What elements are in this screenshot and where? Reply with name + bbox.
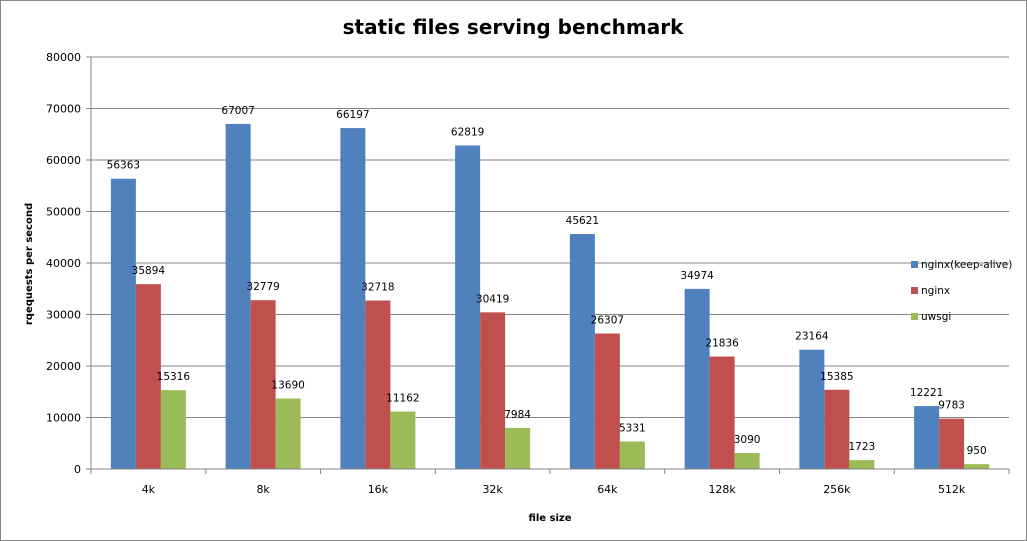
x-tick-label: 128k: [708, 483, 736, 496]
axes: 0 10000 20000 30000 40000 50000 60000 70000 8000…: [46, 51, 1010, 496]
x-tick-label: 64k: [597, 483, 618, 496]
bar-uwsgi: [619, 441, 645, 469]
y-tick-label: 80000: [46, 51, 81, 64]
bar-uwsgi: [849, 460, 875, 469]
data-label: 32779: [246, 281, 279, 293]
x-tick-label: 16k: [368, 483, 389, 496]
data-label: 32718: [361, 282, 394, 294]
data-label: 62819: [451, 126, 484, 138]
data-label: 7984: [504, 409, 531, 421]
x-tick-label: 4k: [142, 483, 156, 496]
data-label: 12221: [910, 387, 943, 399]
legend-label: nginx: [921, 285, 950, 297]
data-label: 26307: [591, 315, 624, 327]
legend-swatch: [911, 313, 918, 320]
y-tick-label: 40000: [46, 257, 81, 270]
data-label: 950: [967, 445, 987, 457]
y-tick-label: 30000: [46, 309, 81, 322]
bar-nginx: [939, 418, 965, 469]
bar-uwsgi: [505, 427, 531, 469]
data-label: 35894: [132, 265, 166, 277]
y-tick-label: 10000: [46, 412, 81, 425]
bar-nginx: [594, 333, 620, 469]
data-labels: 56363 35894 15316 67007 32779 13690 66197 32718…: [107, 105, 987, 457]
bar-uwsgi: [160, 390, 186, 469]
bar-nginx: [250, 300, 276, 469]
bar-nginx-keep-alive-: [914, 406, 940, 469]
chart-title: static files serving benchmark: [343, 15, 684, 39]
bar-uwsgi: [964, 464, 990, 469]
bar-nginx: [709, 356, 735, 469]
bar-uwsgi: [390, 411, 416, 469]
legend-swatch: [911, 287, 918, 294]
bars: [110, 123, 990, 470]
bar-nginx-keep-alive-: [569, 234, 595, 469]
x-tick-label: 512k: [938, 483, 966, 496]
bar-uwsgi: [734, 453, 760, 469]
data-label: 21836: [705, 338, 739, 350]
data-label: 15385: [820, 371, 853, 383]
x-tick-label: 32k: [482, 483, 503, 496]
bar-nginx-keep-alive-: [799, 349, 825, 469]
bar-nginx-keep-alive-: [110, 178, 136, 470]
bar-nginx-keep-alive-: [684, 288, 710, 469]
data-label: 67007: [221, 105, 254, 117]
data-label: 1723: [849, 441, 876, 453]
bar-nginx: [824, 389, 850, 469]
data-label: 15316: [157, 371, 191, 383]
y-axis-label: rqequests per second: [24, 203, 35, 325]
bar-nginx-keep-alive-: [225, 123, 251, 470]
data-label: 11162: [386, 393, 419, 405]
bar-uwsgi: [275, 398, 301, 469]
bar-nginx: [135, 284, 161, 469]
data-label: 56363: [107, 160, 140, 172]
legend-swatch: [911, 261, 918, 268]
data-label: 3090: [734, 434, 761, 446]
y-tick-label: 50000: [46, 206, 81, 219]
x-tick-label: 256k: [823, 483, 851, 496]
y-tick-label: 20000: [46, 360, 81, 373]
bar-nginx: [480, 312, 506, 469]
bar-nginx-keep-alive-: [340, 128, 366, 469]
legend-label: nginx(keep-alive): [921, 259, 1012, 271]
data-label: 45621: [566, 215, 599, 227]
data-label: 5331: [619, 423, 646, 435]
data-label: 9783: [938, 400, 965, 412]
bar-nginx-keep-alive-: [455, 145, 481, 469]
y-tick-label: 70000: [46, 103, 81, 116]
data-label: 23164: [795, 331, 829, 343]
data-label: 13690: [271, 379, 304, 391]
x-axis-label: file size: [528, 513, 571, 524]
data-label: 34974: [680, 270, 714, 282]
bar-nginx: [365, 300, 391, 469]
data-label: 66197: [336, 109, 369, 121]
x-tick-label: 8k: [256, 483, 270, 496]
y-tick-label: 60000: [46, 154, 81, 167]
data-label: 30419: [476, 293, 509, 305]
y-tick-label: 0: [74, 463, 81, 476]
legend-label: uwsgi: [921, 311, 951, 323]
legend: nginx(keep-alive) nginx uwsgi: [911, 259, 1012, 323]
